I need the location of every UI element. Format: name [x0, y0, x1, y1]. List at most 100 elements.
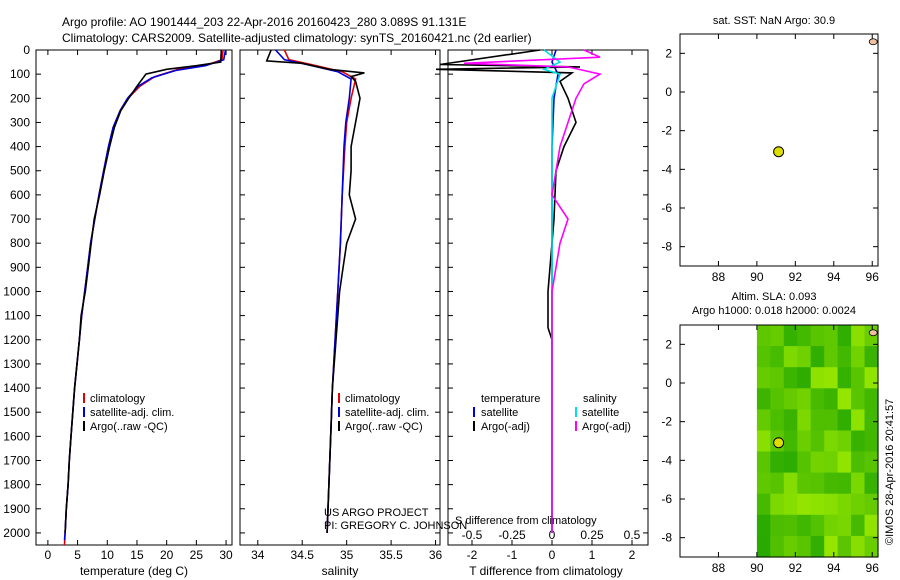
y-tick-label: 100 — [10, 67, 30, 81]
x-tick-label: 30 — [219, 548, 233, 562]
sla-field-cell — [810, 535, 825, 558]
salinity-panel: 34 34.5 35 35.5 36 salinity climatology sate… — [239, 49, 467, 578]
sla-field-cell — [864, 388, 879, 410]
sla-field-cell — [797, 367, 812, 389]
sla-field-cell — [864, 346, 879, 368]
sla-field-cell — [864, 493, 879, 516]
sla-field-cell — [837, 472, 852, 495]
sla-field-cell — [770, 472, 785, 495]
sla-field-cell — [770, 388, 785, 410]
legend-label: satellite — [481, 407, 518, 419]
x-tick-label: 20 — [160, 548, 174, 562]
y-tick-label: 1200 — [3, 333, 30, 347]
sla-field-cell — [824, 472, 839, 495]
map-y-tick-label: -6 — [661, 201, 672, 215]
sla-field-cell — [837, 451, 852, 474]
sla-field-cell — [837, 535, 852, 558]
sla-field-cell — [797, 325, 812, 347]
credit-line2: PI: GREGORY C. JOHNSON — [324, 520, 467, 532]
legend-label: Argo(..raw -QC) — [90, 421, 168, 433]
sla-field-cell — [810, 388, 825, 410]
sla-field-cell — [810, 325, 825, 347]
sla-field-cell — [756, 388, 771, 410]
sla-field-cell — [797, 409, 812, 432]
sla-field-cell — [851, 493, 866, 516]
sla-field-cell — [824, 367, 839, 389]
sla-map-title-line1: Altim. SLA: 0.093 — [732, 291, 817, 303]
legend-label: climatology — [90, 393, 146, 405]
sla-field-cell — [783, 388, 798, 410]
x-tick-label: -2 — [467, 548, 478, 562]
legend-label: Argo(..raw -QC) — [345, 421, 423, 433]
sst-map-title: sat. SST: NaN Argo: 30.9 — [713, 15, 835, 27]
sla-field-cell — [824, 430, 839, 453]
legend-label: Argo(-adj) — [481, 421, 530, 433]
x-tick-label: 5 — [74, 548, 81, 562]
salinity-axes — [239, 49, 441, 546]
sla-field-cell — [756, 430, 771, 453]
salinity-xlabel: salinity — [322, 564, 359, 578]
x-tick-label: 34.5 — [291, 548, 315, 562]
sla-field-cell — [864, 430, 879, 453]
s-tick-label: 0 — [549, 528, 556, 542]
sla-field-cell — [837, 325, 852, 347]
sla-field-cell — [783, 325, 798, 347]
sla-field-cell — [756, 409, 771, 432]
difference-axes — [447, 49, 649, 546]
x-tick-label: 0 — [549, 548, 556, 562]
difference-series-line — [463, 49, 603, 533]
sla-field-cell — [837, 346, 852, 368]
sla-field-cell — [756, 367, 771, 389]
map-x-tick-label: 96 — [866, 270, 880, 284]
sla-field-cell — [824, 493, 839, 516]
sla-field-cell — [810, 409, 825, 432]
map-y-tick-label: -6 — [661, 492, 672, 506]
temperature-series-line — [63, 49, 227, 541]
figure-title-line1: Argo profile: AO 1901444_203 22-Apr-2016… — [62, 15, 466, 29]
sla-field-cell — [810, 514, 825, 537]
temperature-panel: 0 5 10 15 20 25 300100200300400500600700800900… — [3, 43, 233, 578]
sla-field-cell — [837, 493, 852, 516]
sla-field-cell — [824, 346, 839, 368]
temperature-series-line — [64, 49, 223, 533]
sla-field-cell — [837, 430, 852, 453]
salinity-series-line — [265, 49, 365, 533]
sla-field-cell — [837, 409, 852, 432]
sla-map-axes — [679, 324, 879, 558]
map-x-tick-label: 88 — [712, 270, 726, 284]
sla-field-cell — [783, 409, 798, 432]
difference-series-line — [541, 49, 562, 533]
sla-field-cell — [851, 367, 866, 389]
sla-field-cell — [851, 409, 866, 432]
argo-float-marker — [773, 146, 785, 158]
x-tick-label: 0 — [45, 548, 52, 562]
x-tick-label: 35 — [340, 548, 354, 562]
x-tick-label: 2 — [629, 548, 636, 562]
x-tick-label: 1 — [589, 548, 596, 562]
x-tick-label: -1 — [507, 548, 518, 562]
temperature-axes — [35, 49, 233, 546]
legend-header-temperature: temperature — [481, 393, 540, 405]
x-tick-label: 34 — [251, 548, 265, 562]
sla-field-cell — [756, 325, 771, 347]
sla-field-cell — [797, 388, 812, 410]
sla-field-cell — [756, 451, 771, 474]
y-tick-label: 1900 — [3, 502, 30, 516]
sla-field-cell — [770, 409, 785, 432]
sla-field-cell — [797, 472, 812, 495]
map-x-tick-label: 94 — [827, 270, 841, 284]
sla-field-cell — [756, 514, 771, 537]
sla-field-cell — [797, 514, 812, 537]
sla-field-cell — [824, 388, 839, 410]
s-tick-label: -0.25 — [498, 528, 526, 542]
map-y-tick-label: 2 — [665, 337, 672, 351]
x-tick-label: 10 — [101, 548, 115, 562]
sla-field-cell — [810, 367, 825, 389]
map-x-tick-label: 88 — [712, 561, 726, 575]
legend-header-salinity: salinity — [583, 393, 617, 405]
sla-field-cell — [851, 325, 866, 347]
sla-field-cell — [797, 451, 812, 474]
y-tick-label: 1100 — [4, 309, 30, 323]
sla-field-cell — [783, 514, 798, 537]
sla-field-cell — [824, 409, 839, 432]
